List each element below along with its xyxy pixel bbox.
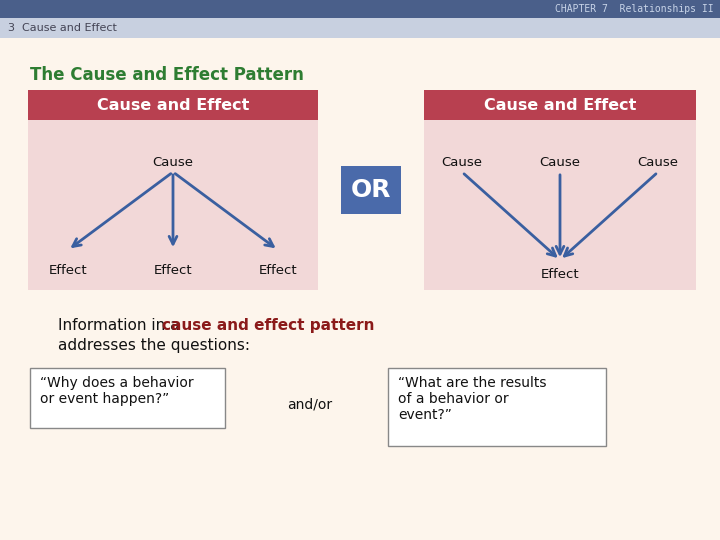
Text: Effect: Effect xyxy=(541,267,580,280)
Bar xyxy=(0,18,720,38)
Text: CHAPTER 7  Relationships II: CHAPTER 7 Relationships II xyxy=(555,4,714,14)
Text: The Cause and Effect Pattern: The Cause and Effect Pattern xyxy=(30,66,304,84)
Text: Cause and Effect: Cause and Effect xyxy=(96,98,249,112)
Text: Effect: Effect xyxy=(49,264,87,276)
Text: cause and effect pattern: cause and effect pattern xyxy=(162,318,374,333)
Bar xyxy=(28,90,318,120)
Text: and/or: and/or xyxy=(287,397,333,411)
Text: addresses the questions:: addresses the questions: xyxy=(58,338,250,353)
Text: Cause and Effect: Cause and Effect xyxy=(484,98,636,112)
Text: Information in a: Information in a xyxy=(58,318,184,333)
Text: “Why does a behavior
or event happen?”: “Why does a behavior or event happen?” xyxy=(40,376,194,406)
Text: Cause: Cause xyxy=(153,156,194,168)
Text: OR: OR xyxy=(351,178,391,202)
Text: Effect: Effect xyxy=(258,264,297,276)
Text: “What are the results
of a behavior or
event?”: “What are the results of a behavior or e… xyxy=(398,376,546,422)
Bar xyxy=(424,90,696,290)
Text: Cause: Cause xyxy=(441,156,482,168)
Bar xyxy=(341,166,401,214)
Text: 3  Cause and Effect: 3 Cause and Effect xyxy=(8,23,117,33)
Text: Cause: Cause xyxy=(539,156,580,168)
Text: Cause: Cause xyxy=(637,156,678,168)
Bar xyxy=(0,0,720,18)
Bar xyxy=(388,368,606,446)
Text: Effect: Effect xyxy=(153,264,192,276)
Bar xyxy=(28,90,318,290)
Bar xyxy=(30,368,225,428)
Bar xyxy=(424,90,696,120)
